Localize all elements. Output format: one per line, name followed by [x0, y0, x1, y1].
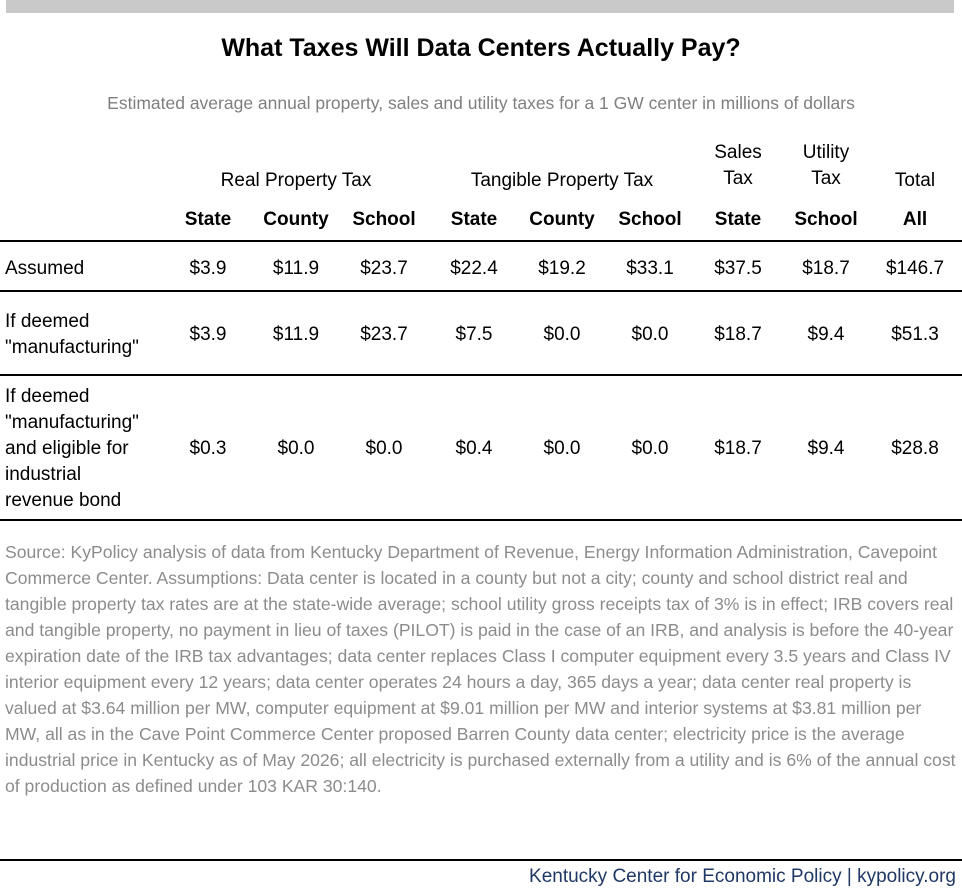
- table-cell: $0.0: [543, 324, 581, 345]
- table-cell: $37.5: [714, 258, 762, 279]
- table-cell: $3.9: [189, 258, 227, 279]
- chart-title: What Taxes Will Data Centers Actually Pa…: [221, 34, 741, 62]
- row-label: If deemed "manufacturing": [5, 311, 139, 358]
- source-note: Source: KyPolicy analysis of data from K…: [5, 542, 956, 796]
- column-header: All: [902, 209, 928, 230]
- chart-subtitle: Estimated average annual property, sales…: [107, 93, 855, 113]
- column-header: School: [794, 209, 858, 230]
- column-header: School: [618, 209, 682, 230]
- table-cell: $0.0: [631, 324, 669, 345]
- table-cell: $11.9: [272, 324, 320, 345]
- table-cell: $18.7: [714, 324, 762, 345]
- group-header-utility-tax: Utility Tax: [802, 142, 850, 189]
- table-cell: $0.3: [189, 438, 227, 459]
- table-cell: $3.9: [189, 324, 227, 345]
- table-cell: $23.7: [360, 258, 408, 279]
- footer-rule: [0, 859, 962, 861]
- row-label: Assumed: [5, 258, 85, 279]
- column-header: County: [263, 209, 329, 230]
- column-header: School: [352, 209, 416, 230]
- table-cell: $0.4: [455, 438, 493, 459]
- table-cell: $23.7: [360, 324, 408, 345]
- table-cell: $19.2: [538, 258, 586, 279]
- group-header-tangible-property: Tangible Property Tax: [470, 170, 654, 191]
- table-cell: $33.1: [626, 258, 674, 279]
- table-cell: $146.7: [885, 258, 945, 279]
- table-rule: [0, 374, 962, 376]
- table-cell: $0.0: [277, 438, 315, 459]
- column-header: County: [529, 209, 595, 230]
- group-header-total: Total: [894, 170, 936, 191]
- table-cell: $7.5: [455, 324, 493, 345]
- table-cell: $11.9: [272, 258, 320, 279]
- top-accent-bar: [6, 0, 954, 13]
- row-label: If deemed "manufacturing" and eligible for…: [5, 386, 139, 511]
- table-cell: $9.4: [807, 324, 845, 345]
- table-rule: [0, 240, 962, 242]
- column-header: State: [184, 209, 232, 230]
- column-header: State: [450, 209, 498, 230]
- table-cell: $0.0: [543, 438, 581, 459]
- table-cell: $18.7: [802, 258, 850, 279]
- column-header: State: [714, 209, 762, 230]
- table-cell: $51.3: [891, 324, 939, 345]
- table-cell: $28.8: [891, 438, 939, 459]
- table-cell: $0.0: [365, 438, 403, 459]
- table-rule: [0, 519, 962, 521]
- table-cell: $18.7: [714, 438, 762, 459]
- footer-credit: Kentucky Center for Economic Policy | ky…: [529, 866, 956, 887]
- group-header-sales-tax: Sales Tax: [714, 142, 762, 189]
- table-cell: $9.4: [807, 438, 845, 459]
- group-header-real-property: Real Property Tax: [220, 170, 372, 191]
- table-cell: $22.4: [450, 258, 498, 279]
- table-cell: $0.0: [631, 438, 669, 459]
- table-rule: [0, 290, 962, 292]
